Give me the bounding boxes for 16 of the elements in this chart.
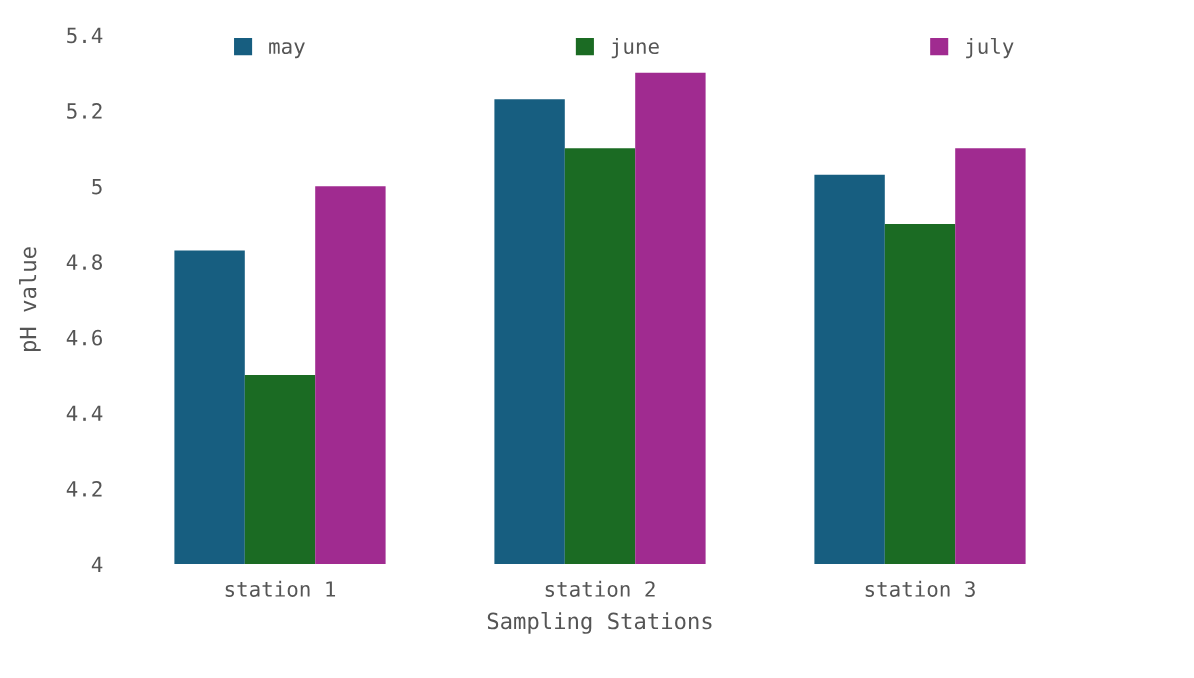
y-tick-label: 4.6 [66, 329, 102, 346]
y-tick-label: 4 [91, 556, 103, 572]
legend-label: june [611, 37, 659, 59]
y-tick-label: 5 [92, 178, 102, 195]
legend-label: may [269, 42, 305, 59]
y-tick-label: 4.8 [66, 254, 102, 270]
x-tick-label: station 1 [225, 580, 336, 597]
x-tick-label: station 3 [865, 580, 975, 597]
y-tick-label: 5.2 [67, 103, 102, 119]
y-axis-title: pH value [19, 247, 41, 351]
x-tick-label: station 2 [545, 580, 655, 597]
y-tick-label: 4.2 [66, 480, 102, 497]
legend-label: july [966, 37, 1014, 59]
x-axis-title: Sampling Stations [487, 612, 712, 634]
y-tick-label: 5.4 [67, 27, 103, 44]
y-tick-label: 4.4 [66, 405, 103, 421]
